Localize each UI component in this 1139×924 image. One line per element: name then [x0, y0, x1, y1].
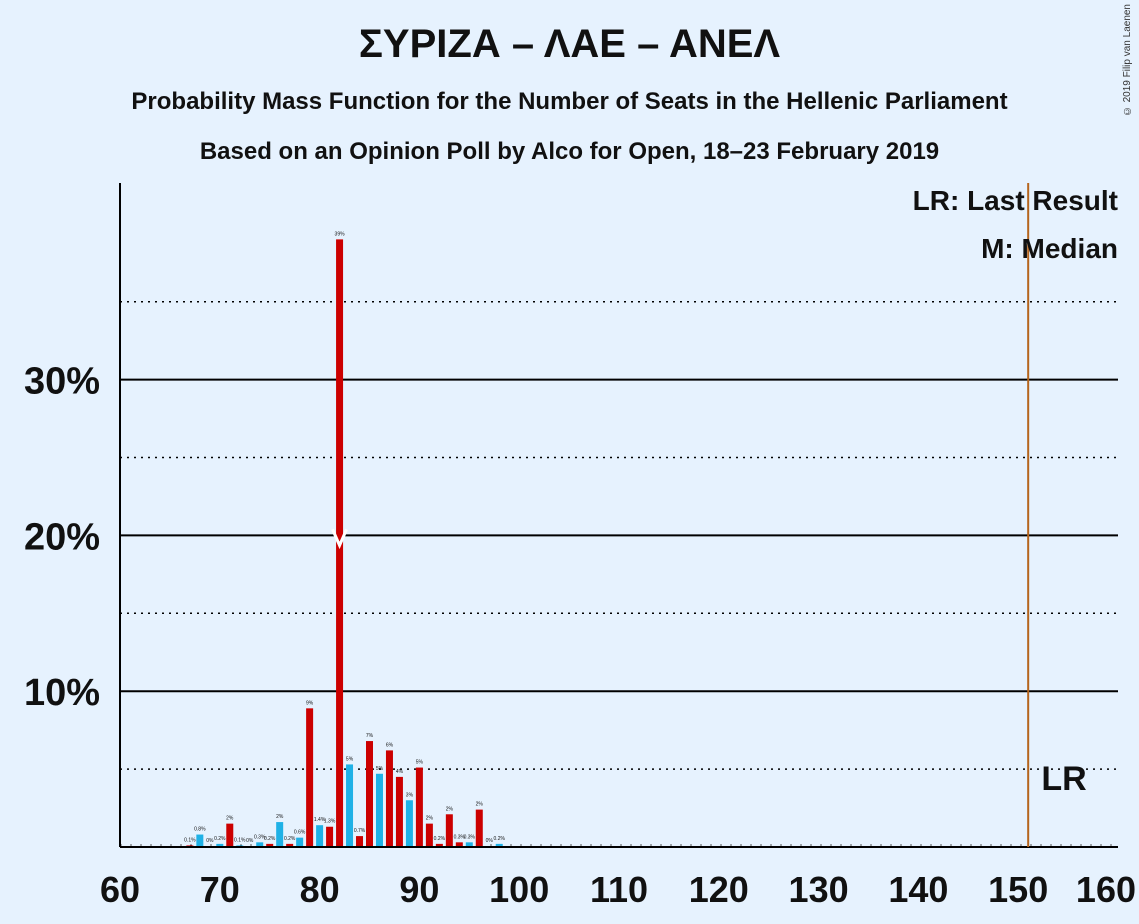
bar-value-label: 2%: [446, 806, 454, 812]
bar-value-label: 0.8%: [194, 827, 206, 833]
bar-value-label: 0.1%: [184, 837, 196, 843]
bar-value-label: 0.2%: [494, 836, 506, 842]
bar-value-label: 0.2%: [434, 836, 446, 842]
bar-value-label: 39%: [335, 231, 346, 237]
bar-seats-68: [196, 834, 204, 847]
bar-seats-87: [385, 750, 393, 847]
bar-seats-96: [475, 809, 483, 847]
bar-seats-78: [296, 837, 304, 847]
x-tick-label: 90: [399, 869, 439, 910]
bar-seats-93: [445, 814, 453, 847]
bar-seats-89: [405, 800, 413, 847]
bar-seats-84: [356, 836, 364, 847]
x-tick-label: 150: [988, 869, 1048, 910]
bar-value-label: 0.1%: [234, 837, 246, 843]
bar-seats-77: [286, 843, 294, 847]
bar-seats-70: [216, 843, 224, 847]
y-tick-label: 10%: [24, 672, 100, 714]
bar-seats-85: [366, 741, 373, 847]
chart-title: ΣΥΡΙΖΑ – ΛΑΕ – ΑΝΕΛ: [358, 22, 781, 66]
bar-value-label: 0.2%: [214, 836, 226, 842]
bar-seats-95: [465, 842, 473, 847]
bar-seats-76: [276, 822, 284, 847]
bar-value-label: 5%: [346, 756, 354, 762]
bar-value-label: 0%: [246, 838, 254, 844]
bar-value-label: 2%: [226, 816, 234, 822]
bar-value-label: 0.2%: [284, 836, 296, 842]
bar-value-label: 1.4%: [314, 817, 326, 823]
bar-seats-94: [455, 842, 463, 847]
median-marker: [331, 528, 348, 550]
x-tick-label: 130: [789, 869, 849, 910]
bar-seats-71: [226, 823, 234, 847]
bar-value-label: 7%: [366, 733, 374, 739]
bar-value-label: 2%: [426, 816, 434, 822]
x-tick-label: 140: [888, 869, 948, 910]
x-tick-label: 60: [100, 869, 140, 910]
bar-seats-92: [435, 843, 443, 847]
legend-median: M: Median: [981, 233, 1118, 264]
bar-value-label: 0.3%: [464, 834, 476, 840]
bar-seats-90: [415, 767, 423, 847]
x-tick-label: 120: [689, 869, 749, 910]
bar-value-label: 2%: [276, 814, 284, 820]
bar-value-label: 0%: [206, 838, 214, 844]
bar-value-label: 0%: [486, 838, 494, 844]
bar-seats-83: [346, 764, 354, 847]
x-tick-label: 80: [300, 869, 340, 910]
bar-value-label: 5%: [376, 766, 384, 772]
bar-seats-75: [266, 843, 274, 847]
y-tick-label: 30%: [24, 361, 100, 403]
bar-seats-81: [326, 826, 334, 847]
x-tick-label: 110: [590, 869, 648, 910]
bar-seats-98: [495, 843, 503, 847]
bar-value-label: 0.3%: [254, 834, 266, 840]
bar-value-label: 2%: [476, 802, 484, 808]
chart-source: Based on an Opinion Poll by Alco for Ope…: [199, 138, 940, 165]
bar-seats-80: [316, 825, 324, 847]
bar-seats-86: [375, 773, 383, 847]
bar-value-label: 3%: [406, 792, 414, 798]
last-result-label: LR: [1041, 760, 1086, 798]
y-tick-label: 20%: [24, 516, 100, 558]
bar-value-label: 4%: [396, 769, 404, 775]
bar-value-label: 0.7%: [354, 828, 366, 834]
bar-value-label: 6%: [386, 742, 394, 748]
bar-value-label: 9%: [306, 700, 314, 706]
legend-last-result: LR: Last Result: [913, 185, 1118, 216]
bar-value-label: 0.2%: [264, 836, 276, 842]
bar-value-label: 1.3%: [324, 819, 336, 825]
bar-value-label: 5%: [416, 760, 424, 766]
bar-seats-74: [256, 842, 264, 847]
x-tick-label: 160: [1076, 869, 1136, 910]
bar-seats-91: [425, 823, 433, 847]
bar-value-label: 0.3%: [454, 834, 466, 840]
x-tick-label: 100: [489, 869, 549, 910]
bar-seats-79: [306, 708, 314, 847]
chart-subtitle: Probability Mass Function for the Number…: [131, 88, 1008, 115]
bar-seats-88: [395, 776, 403, 847]
bar-value-label: 0.6%: [294, 830, 306, 836]
x-tick-label: 70: [200, 869, 240, 910]
